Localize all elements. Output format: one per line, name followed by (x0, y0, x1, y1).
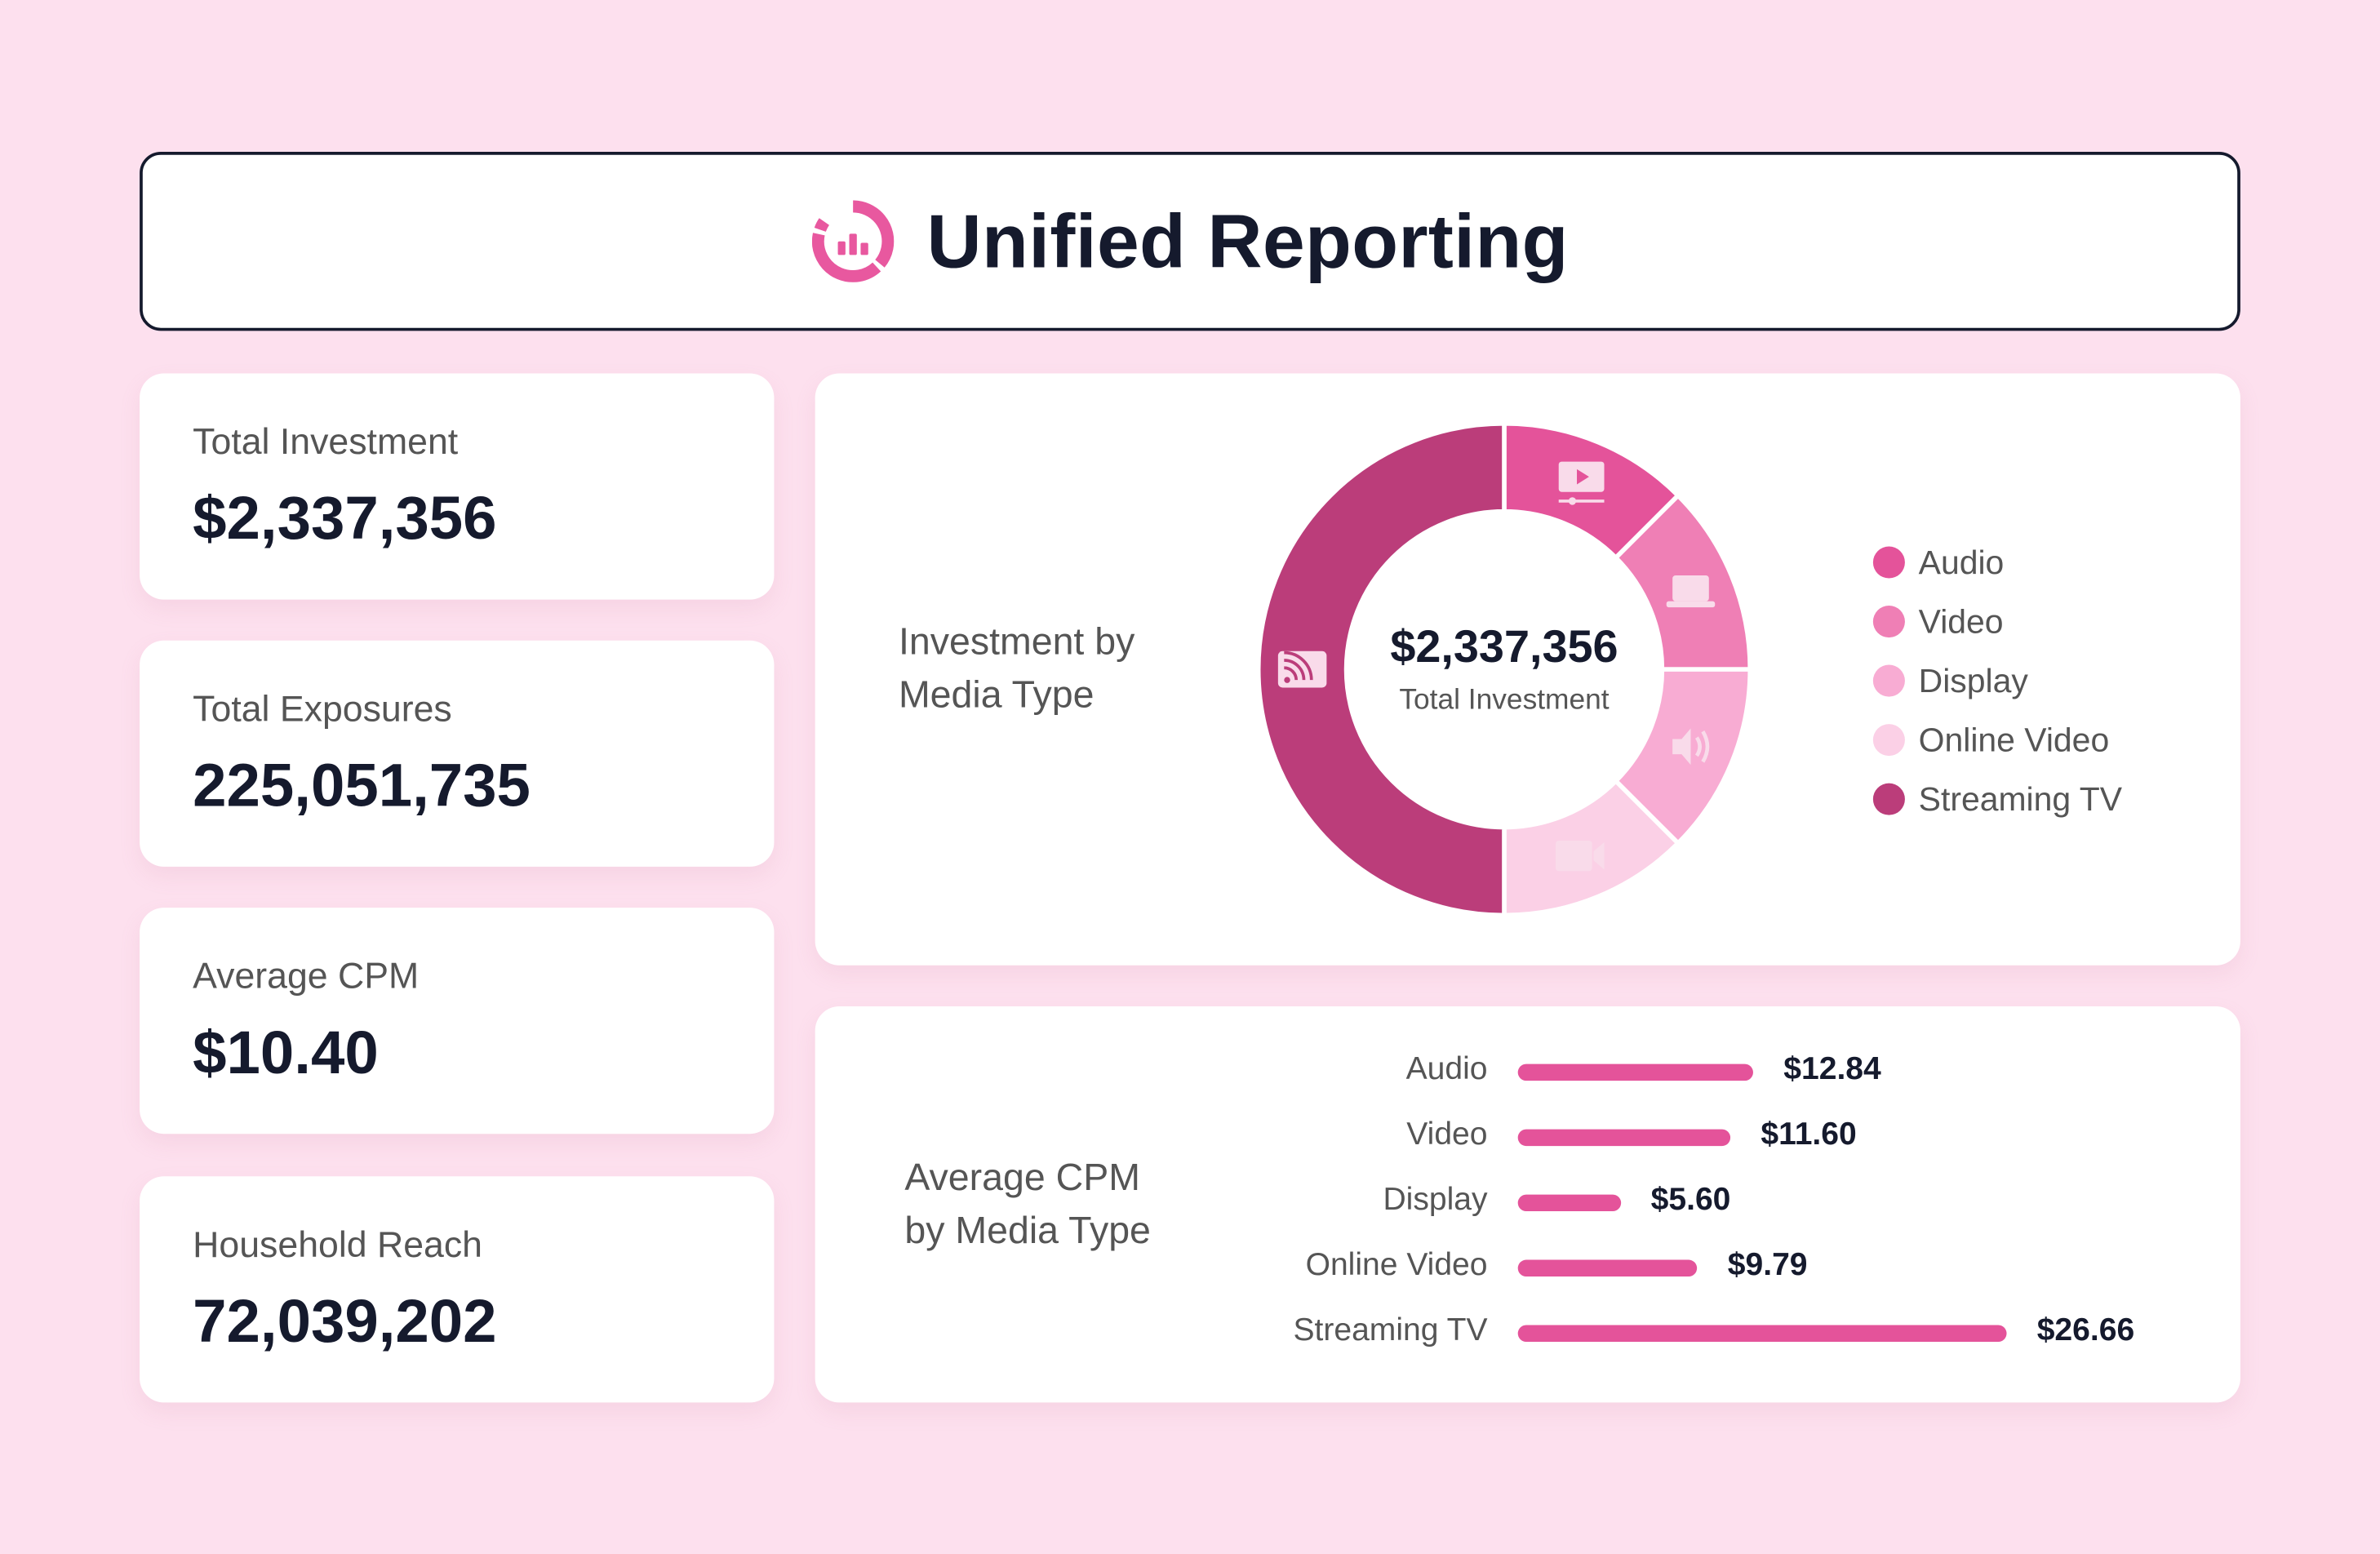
bar-display (1517, 1194, 1621, 1212)
bar-category-label: Audio (1405, 1051, 1488, 1087)
kpi-label: Household Reach (193, 1224, 483, 1266)
bar-category-label: Online Video (1305, 1247, 1488, 1283)
legend-dot-icon (1872, 546, 1905, 579)
header-banner: Unified Reporting (140, 151, 2240, 331)
chart-ring-logo-icon (811, 200, 894, 282)
donut-chart (1255, 421, 1753, 918)
bar-video (1517, 1129, 1731, 1147)
bar-online-video (1517, 1259, 1698, 1277)
cast-icon (1277, 650, 1327, 688)
bar-audio (1517, 1063, 1754, 1081)
investment-donut-card: Investment by Media Type $2,337,356 Tota… (815, 373, 2240, 966)
donut-center-label: Total Investment (1399, 684, 1610, 717)
page-title: Unified Reporting (926, 198, 1569, 284)
legend-label: Streaming TV (1918, 779, 2123, 818)
legend-label: Display (1918, 660, 2028, 699)
legend-dot-icon (1872, 606, 1905, 638)
kpi-label: Total Exposures (193, 689, 452, 730)
laptop-icon (1666, 575, 1716, 608)
kpi-label: Average CPM (193, 956, 420, 997)
legend-dot-icon (1872, 724, 1905, 757)
kpi-value: 225,051,735 (193, 753, 531, 820)
donut-legend: Audio Video Display Online Video Streaming T… (1872, 533, 2123, 829)
legend-label: Online Video (1918, 720, 2110, 758)
legend-item: Display (1872, 651, 2122, 711)
bar-value-label: $5.60 (1650, 1182, 1731, 1218)
bar-category-label: Streaming TV (1293, 1312, 1488, 1348)
legend-dot-icon (1872, 664, 1905, 697)
kpi-total-exposures: Total Exposures 225,051,735 (140, 640, 775, 867)
kpi-average-cpm: Average CPM $10.40 (140, 908, 775, 1134)
video-player-icon (1558, 461, 1605, 505)
speaker-icon (1672, 728, 1710, 766)
bar-category-label: Display (1383, 1182, 1488, 1218)
bar-value-label: $9.79 (1727, 1247, 1808, 1283)
kpi-value: $10.40 (193, 1019, 379, 1087)
kpi-household-reach: Household Reach 72,039,202 (140, 1176, 775, 1403)
bar-value-label: $11.60 (1761, 1117, 1857, 1152)
bar-value-label: $12.84 (1783, 1051, 1881, 1087)
legend-item: Online Video (1872, 710, 2122, 770)
legend-label: Audio (1918, 542, 2005, 581)
donut-slice-streaming-tv[interactable] (1255, 421, 1507, 918)
legend-dot-icon (1872, 783, 1905, 815)
bar-value-label: $26.66 (2036, 1312, 2135, 1348)
bar-category-label: Video (1406, 1117, 1488, 1152)
kpi-value: 72,039,202 (193, 1288, 497, 1356)
bar-chart-title: Average CPM by Media Type (904, 1157, 1151, 1253)
legend-item: Streaming TV (1872, 770, 2123, 829)
legend-item: Video (1872, 592, 2122, 651)
bar-streaming-tv (1517, 1325, 2007, 1342)
donut-center-value: $2,337,356 (1390, 622, 1618, 673)
kpi-label: Total Investment (193, 421, 459, 464)
donut-title: Investment by Media Type (898, 620, 1135, 717)
cpm-bar-card: Average CPM by Media Type Audio $12.84 Vid… (815, 1006, 2240, 1403)
legend-label: Video (1918, 602, 2004, 640)
kpi-total-investment: Total Investment $2,337,356 (140, 373, 775, 600)
legend-item: Audio (1872, 533, 2122, 593)
video-camera-icon (1556, 841, 1605, 872)
kpi-value: $2,337,356 (193, 486, 497, 553)
